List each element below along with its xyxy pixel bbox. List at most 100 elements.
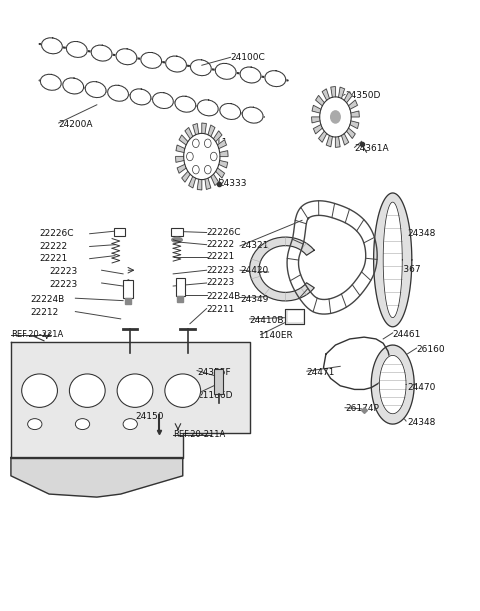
Ellipse shape — [165, 374, 201, 408]
Polygon shape — [40, 75, 61, 90]
Text: 24348: 24348 — [407, 418, 435, 426]
Text: 22224B: 22224B — [30, 295, 64, 304]
Polygon shape — [11, 458, 183, 497]
Circle shape — [187, 152, 193, 161]
Text: 24420: 24420 — [240, 266, 268, 275]
Polygon shape — [153, 92, 173, 109]
Text: 24470: 24470 — [407, 383, 435, 392]
Text: 21186D: 21186D — [197, 391, 232, 400]
Polygon shape — [182, 171, 190, 182]
Polygon shape — [177, 164, 186, 173]
Circle shape — [320, 97, 351, 137]
Ellipse shape — [28, 419, 42, 430]
Polygon shape — [220, 151, 228, 156]
Polygon shape — [344, 92, 352, 103]
Text: 22223: 22223 — [49, 267, 77, 276]
Polygon shape — [216, 168, 225, 178]
Circle shape — [192, 166, 199, 174]
Text: REF.20-211A: REF.20-211A — [173, 430, 226, 439]
Text: REF.20-221A: REF.20-221A — [11, 330, 63, 339]
Polygon shape — [130, 89, 151, 105]
Polygon shape — [371, 345, 414, 424]
Text: 24100C: 24100C — [230, 53, 265, 62]
Text: 24321: 24321 — [240, 241, 268, 251]
Bar — [176, 278, 185, 296]
Ellipse shape — [22, 374, 58, 408]
Text: 24410B: 24410B — [250, 316, 284, 324]
Ellipse shape — [75, 419, 90, 430]
Text: 22221: 22221 — [39, 254, 68, 263]
Ellipse shape — [172, 238, 182, 242]
Polygon shape — [202, 123, 206, 134]
Circle shape — [184, 133, 220, 180]
Polygon shape — [217, 140, 227, 148]
Text: 22226C: 22226C — [206, 228, 241, 237]
Polygon shape — [288, 311, 302, 321]
Polygon shape — [285, 309, 304, 324]
Polygon shape — [189, 177, 196, 188]
Polygon shape — [166, 56, 186, 72]
Polygon shape — [205, 178, 211, 189]
Text: 22222: 22222 — [39, 242, 68, 251]
Circle shape — [204, 166, 211, 174]
Polygon shape — [322, 89, 329, 100]
Bar — [114, 229, 125, 236]
Polygon shape — [215, 64, 236, 79]
Polygon shape — [351, 111, 360, 117]
Polygon shape — [91, 45, 112, 61]
Circle shape — [204, 139, 211, 148]
Polygon shape — [379, 356, 406, 414]
Text: 24333: 24333 — [218, 180, 247, 188]
Polygon shape — [11, 342, 250, 458]
Circle shape — [210, 152, 217, 161]
Polygon shape — [197, 179, 202, 190]
Polygon shape — [141, 53, 162, 68]
Polygon shape — [176, 145, 185, 153]
Text: 1140ER: 1140ER — [259, 331, 294, 340]
Polygon shape — [341, 134, 348, 145]
Text: 24150: 24150 — [135, 412, 164, 421]
Polygon shape — [175, 96, 196, 112]
Polygon shape — [185, 128, 193, 139]
Polygon shape — [176, 156, 184, 163]
Text: 22212: 22212 — [30, 309, 58, 317]
Polygon shape — [312, 105, 321, 113]
Text: 24361A: 24361A — [355, 144, 389, 153]
Polygon shape — [42, 38, 62, 54]
Polygon shape — [193, 123, 199, 135]
Text: 22223: 22223 — [49, 280, 77, 289]
Polygon shape — [338, 87, 345, 98]
Circle shape — [331, 111, 340, 123]
Polygon shape — [348, 100, 358, 109]
Polygon shape — [85, 82, 106, 98]
Text: 22211: 22211 — [206, 306, 235, 314]
Text: 24348: 24348 — [407, 229, 435, 238]
Polygon shape — [319, 131, 327, 142]
Text: 22224B: 22224B — [206, 292, 241, 301]
Polygon shape — [316, 95, 324, 106]
Text: 24355F: 24355F — [197, 368, 231, 377]
Polygon shape — [108, 86, 128, 101]
Text: 24350D: 24350D — [345, 91, 380, 100]
Polygon shape — [208, 125, 215, 136]
Polygon shape — [116, 49, 137, 65]
Polygon shape — [373, 193, 412, 327]
Polygon shape — [211, 174, 219, 186]
Circle shape — [192, 139, 199, 148]
Polygon shape — [242, 107, 263, 123]
Polygon shape — [214, 131, 222, 142]
Text: 24471: 24471 — [307, 368, 335, 377]
Polygon shape — [191, 60, 211, 76]
Polygon shape — [326, 136, 332, 147]
Text: 26160: 26160 — [417, 345, 445, 354]
Polygon shape — [313, 125, 323, 134]
Polygon shape — [347, 128, 355, 139]
Polygon shape — [383, 202, 402, 318]
Bar — [123, 280, 132, 298]
Text: 22223: 22223 — [206, 279, 235, 288]
Polygon shape — [312, 117, 320, 123]
Ellipse shape — [70, 374, 105, 408]
Text: 22223: 22223 — [206, 266, 235, 275]
Ellipse shape — [117, 374, 153, 408]
Polygon shape — [265, 71, 286, 87]
